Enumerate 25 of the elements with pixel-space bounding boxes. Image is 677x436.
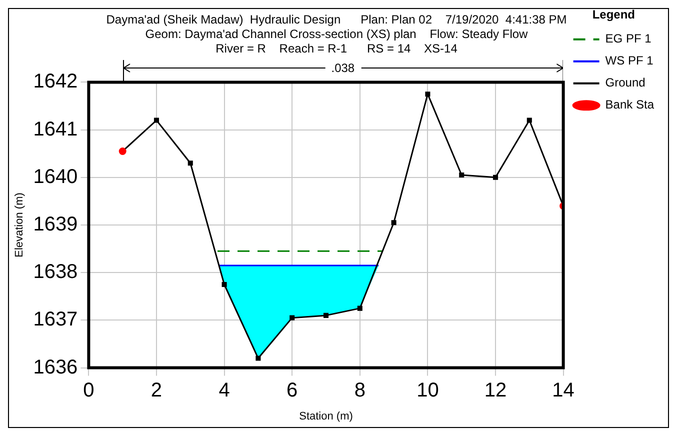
- x-tick-label: 10: [416, 379, 439, 402]
- y-tick-label: 1640: [33, 166, 78, 188]
- x-tick-label: 12: [484, 379, 507, 402]
- x-tick-label: 0: [83, 379, 94, 402]
- x-tick-label: 14: [552, 379, 574, 402]
- chart-title: Dayma'ad (Sheik Madaw) Hydraulic Design Plan: Plan 02 7/19/2020 4:41:38 PM: [106, 12, 567, 27]
- x-tick-label: 8: [354, 379, 366, 402]
- y-tick-label: 1638: [33, 261, 78, 284]
- chart-subtitle: Geom: Dayma'ad Channel Cross-section (XS) plan Flow: Steady Flow River = R Reach = R-1 RS = 14 XS-14: [145, 26, 528, 56]
- legend-label: Ground: [605, 76, 646, 90]
- y-tick-label: 1636: [33, 356, 78, 378]
- y-tick-label: 1637: [33, 308, 78, 331]
- text: .038: [330, 61, 356, 76]
- y-axis-title: Elevation (m): [14, 192, 26, 258]
- x-tick-label: 4: [218, 379, 230, 402]
- legend-label: EG PF 1: [605, 32, 652, 46]
- y-tick-label: 1641: [33, 118, 78, 140]
- legend-label: WS PF 1: [605, 54, 654, 68]
- legend-label: Bank Sta: [605, 98, 654, 112]
- y-tick-label: 1639: [33, 214, 78, 236]
- x-tick-label: 6: [286, 379, 298, 402]
- x-axis-title: Station (m): [299, 410, 353, 422]
- legend-title: Legend: [592, 7, 635, 22]
- x-tick-label: 2: [150, 379, 162, 402]
- y-tick-label: 1642: [33, 70, 78, 93]
